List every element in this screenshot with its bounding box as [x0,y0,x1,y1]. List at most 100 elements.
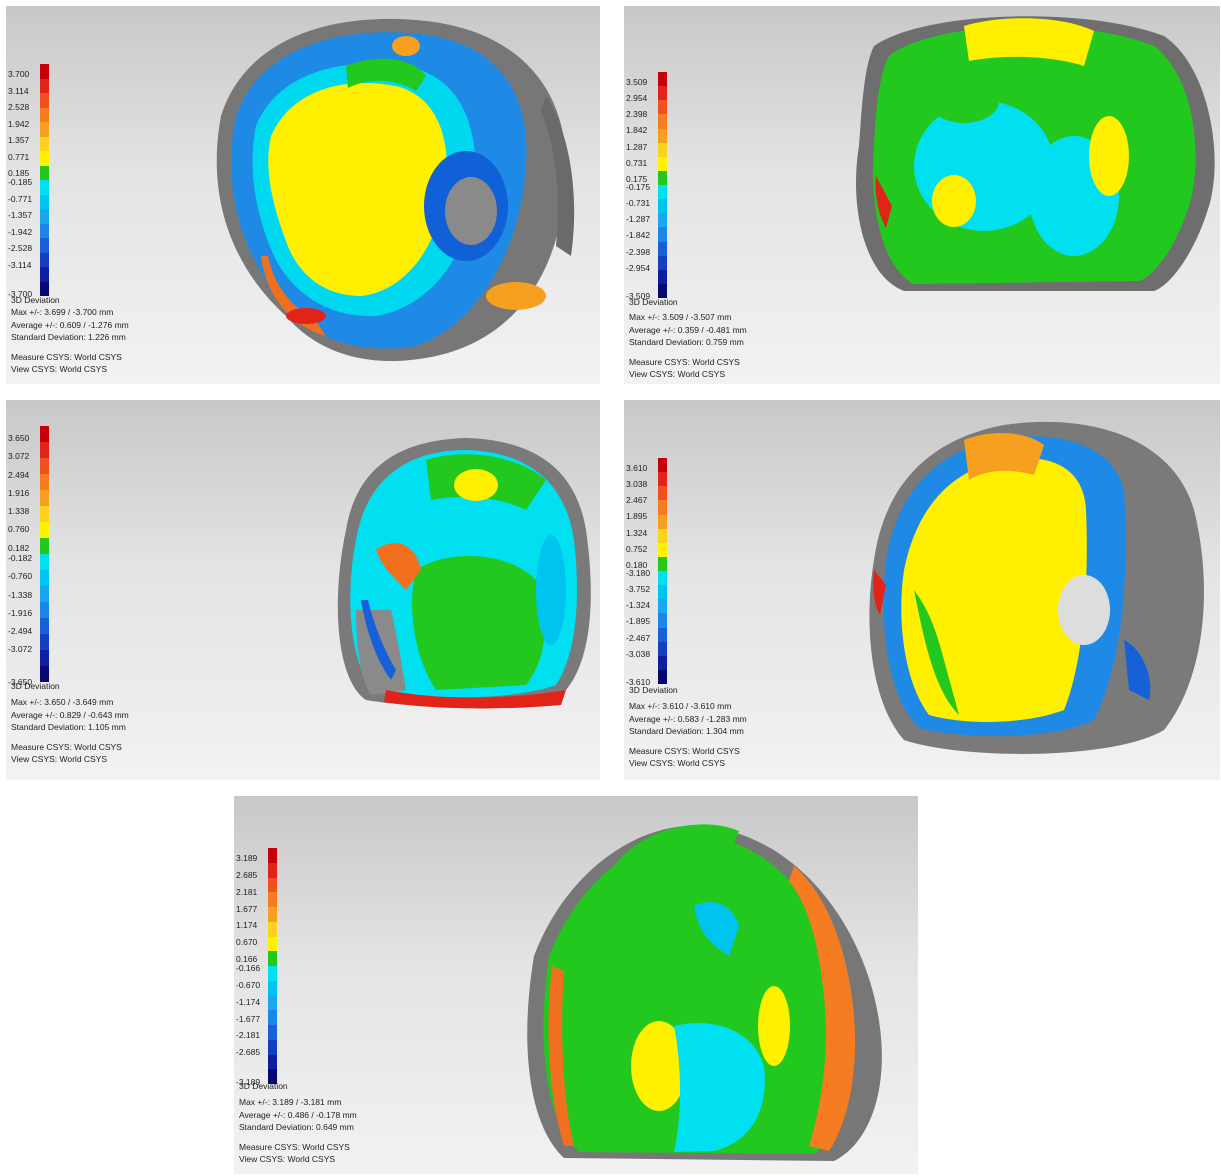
scale-segment [658,86,667,101]
scale-tick-label: 1.916 [8,487,30,498]
scale-tick-label: -3.752 [626,584,651,595]
scale-tick-label: -3.180 [626,568,651,578]
scale-segment [658,641,667,656]
scale-tick-label: 3.189 [236,853,258,863]
scale-tick-label: -1.677 [236,1013,261,1024]
scale-tick-label: -0.731 [626,198,651,209]
scale-ticks: 3.509 2.954 2.398 1.842 1.287 0.731 0.175 -0.17… [626,78,666,304]
average-stat: Average +/-: 0.486 / -0.178 mm [239,1109,357,1120]
view-csys: View CSYS: World CSYS [239,1154,336,1164]
color-scale-5: 3.189 2.685 2.181 1.677 1.174 0.670 0.166 -0.16… [236,848,296,1088]
dental-model-2 [856,16,1215,292]
scale-segment [40,267,49,282]
scale-segment [40,634,49,650]
scale-segment [658,142,667,157]
scale-segment [658,486,667,501]
scale-segment [658,213,667,228]
scale-tick-label: -2.954 [626,262,651,273]
scale-segment [40,442,49,458]
scale-tick-label: -2.494 [8,626,33,637]
scale-segment [658,472,667,487]
scale-segment [658,72,667,87]
scale-segment [40,136,49,151]
scale-segment [40,490,49,506]
scale-bar [40,64,49,296]
scale-segment [40,506,49,522]
std-stat: Standard Deviation: 0.759 mm [629,337,744,347]
scale-tick-label: 3.700 [8,69,30,79]
measure-csys: Measure CSYS: World CSYS [11,351,122,362]
scale-segment [268,995,277,1011]
scale-segment [658,199,667,214]
average-stat: Average +/-: 0.583 / -1.283 mm [629,713,747,724]
scale-ticks: 3.610 3.038 2.467 1.895 1.324 0.752 0.180 -3.18… [626,464,666,690]
scale-segment [658,283,667,298]
measure-csys: Measure CSYS: World CSYS [239,1141,350,1152]
scale-segment [658,114,667,129]
scale-segment [40,458,49,474]
deviation-title: 3D Deviation [239,1081,288,1091]
view-csys: View CSYS: World CSYS [629,369,726,379]
scale-segment [40,78,49,93]
scale-segment [658,542,667,557]
max-stat: Max +/-: 3.189 / -3.181 mm [239,1097,342,1107]
scale-segment [40,165,49,180]
scale-tick-label: -0.670 [236,979,261,990]
scale-segment [268,848,277,863]
scale-segment [40,650,49,666]
scale-tick-label: -1.895 [626,616,651,627]
scale-tick-label: 3.114 [8,85,29,96]
scale-segment [268,862,277,878]
scale-tick-label: 1.324 [626,527,648,538]
scale-segment [658,528,667,543]
scale-tick-label: -0.166 [236,963,261,973]
deviation-view-4: 3.610 3.038 2.467 1.895 1.324 0.752 0.180 -3.18… [624,400,1220,780]
scale-tick-label: 2.685 [236,869,258,880]
deviation-title: 3D Deviation [11,681,60,691]
scale-tick-label: 0.760 [8,524,30,535]
scale-segment [658,500,667,515]
scale-segment [658,627,667,642]
std-stat: Standard Deviation: 1.105 mm [11,722,126,732]
scale-segment [658,227,667,242]
scale-segment [40,586,49,602]
scale-segment [40,151,49,166]
scale-segment [268,1010,277,1025]
scale-tick-label: 0.731 [626,157,648,168]
scale-segment [40,602,49,618]
scale-tick-label: 0.166 [236,954,258,965]
scale-ticks: 3.189 2.685 2.181 1.677 1.174 0.670 0.166 -0.16… [236,854,276,1090]
scale-tick-label: 1.842 [626,125,648,136]
scale-segment [40,538,49,554]
scale-bar [658,458,667,684]
view-csys: View CSYS: World CSYS [629,758,726,768]
max-stat: Max +/-: 3.610 / -3.610 mm [629,701,732,711]
scale-segment [658,613,667,628]
scale-segment [40,107,49,122]
measure-csys: Measure CSYS: World CSYS [629,745,740,756]
color-scale-3: 3.650 3.072 2.494 1.916 1.338 0.760 0.182 -0.18… [8,426,68,696]
scale-segment [268,980,277,996]
scale-segment [658,241,667,256]
scale-segment [40,522,49,538]
dental-model-4 [869,421,1204,754]
scale-segment [40,122,49,137]
view-csys: View CSYS: World CSYS [11,364,108,374]
scale-segment [268,921,277,937]
dental-model-1 [216,18,575,362]
average-stat: Average +/-: 0.829 / -0.643 mm [11,709,129,720]
max-stat: Max +/-: 3.699 / -3.700 mm [11,307,114,317]
scale-tick-label: 2.494 [8,469,30,480]
scale-tick-label: -2.467 [626,632,651,643]
scale-segment [658,100,667,115]
scale-tick-label: -3.072 [8,644,33,655]
scale-segment [658,255,667,270]
max-stat: Max +/-: 3.509 / -3.507 mm [629,312,732,322]
scale-tick-label: -1.916 [8,607,33,618]
scale-segment [268,892,277,907]
deviation-view-5: 3.189 2.685 2.181 1.677 1.174 0.670 0.166 -0.16… [234,796,918,1174]
scale-segment [658,128,667,143]
scale-tick-label: -3.650 [8,677,33,687]
std-stat: Standard Deviation: 0.649 mm [239,1122,354,1132]
std-stat: Standard Deviation: 1.304 mm [629,726,744,736]
